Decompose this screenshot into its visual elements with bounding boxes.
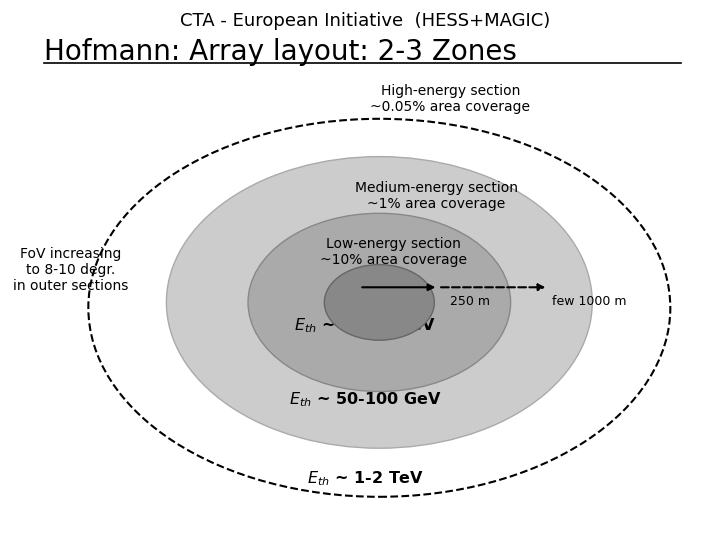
Ellipse shape bbox=[166, 157, 593, 448]
Ellipse shape bbox=[248, 213, 510, 392]
Text: FoV increasing
to 8-10 degr.
in outer sections: FoV increasing to 8-10 degr. in outer se… bbox=[13, 247, 128, 293]
Ellipse shape bbox=[324, 265, 434, 340]
Text: Low-energy section
~10% area coverage: Low-energy section ~10% area coverage bbox=[320, 237, 467, 267]
Text: $E_{th}$ ~ 10-20 GeV: $E_{th}$ ~ 10-20 GeV bbox=[294, 316, 436, 335]
Text: $E_{th}$ ~ 1-2 TeV: $E_{th}$ ~ 1-2 TeV bbox=[307, 470, 423, 489]
Text: High-energy section
~0.05% area coverage: High-energy section ~0.05% area coverage bbox=[370, 84, 531, 114]
Text: 70 m: 70 m bbox=[374, 295, 406, 308]
Text: few 1000 m: few 1000 m bbox=[552, 295, 626, 308]
Text: Medium-energy section
~1% area coverage: Medium-energy section ~1% area coverage bbox=[355, 181, 518, 211]
Text: 250 m: 250 m bbox=[450, 295, 490, 308]
Text: $E_{th}$ ~ 50-100 GeV: $E_{th}$ ~ 50-100 GeV bbox=[289, 390, 441, 409]
Text: CTA - European Initiative  (HESS+MAGIC): CTA - European Initiative (HESS+MAGIC) bbox=[180, 12, 550, 30]
Text: Hofmann: Array layout: 2-3 Zones: Hofmann: Array layout: 2-3 Zones bbox=[45, 38, 517, 66]
